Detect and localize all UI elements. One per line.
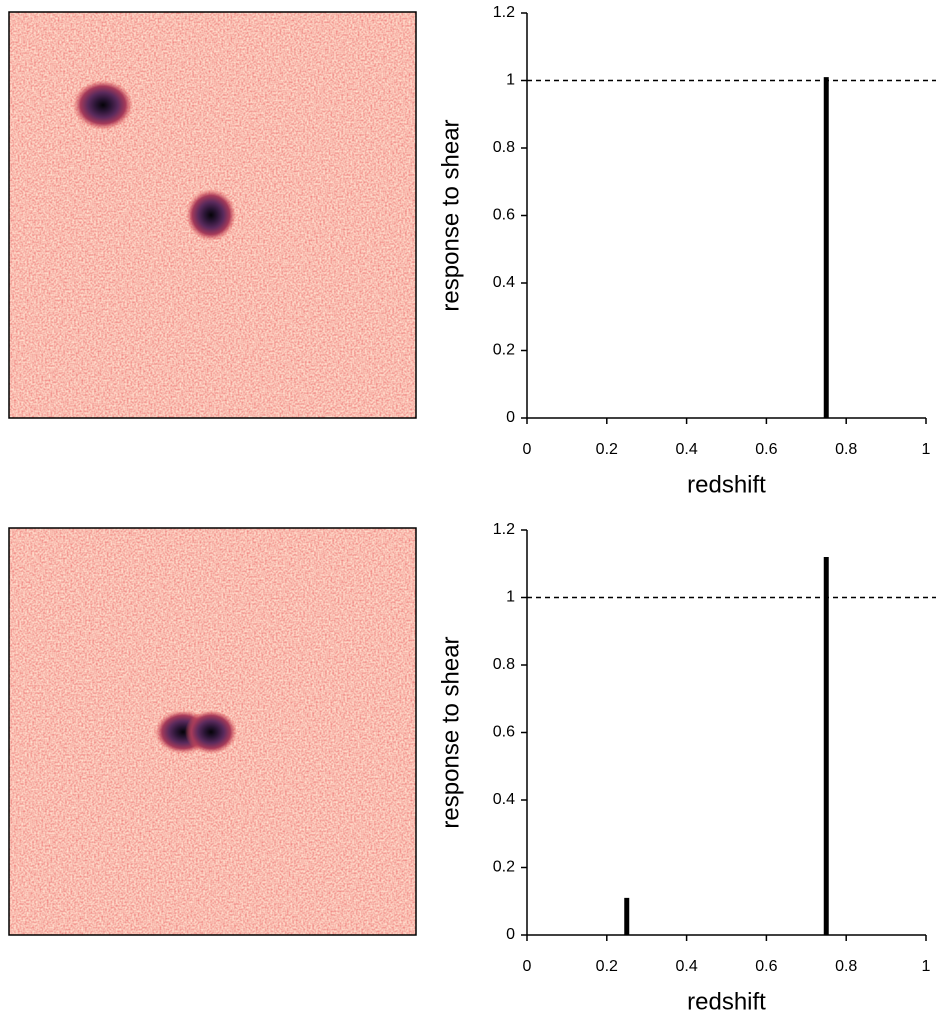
y-tick-label: 0 bbox=[506, 926, 515, 943]
y-tick-label: 1.2 bbox=[493, 521, 515, 538]
bar bbox=[823, 557, 829, 935]
image-frame bbox=[8, 11, 417, 419]
x-tick-label: 0 bbox=[523, 441, 532, 458]
y-tick-label: 0.8 bbox=[493, 139, 515, 156]
y-tick-label: 0.8 bbox=[493, 656, 515, 673]
x-tick-label: 0.6 bbox=[755, 441, 777, 458]
galaxy bbox=[73, 80, 133, 130]
y-tick-label: 0.6 bbox=[493, 207, 515, 224]
y-axis-title: response to shear bbox=[437, 119, 464, 311]
y-tick-label: 0.6 bbox=[493, 724, 515, 741]
image-panel-2 bbox=[8, 527, 417, 936]
x-tick-label: 0.4 bbox=[675, 958, 697, 975]
image-panel-1 bbox=[8, 11, 417, 419]
y-tick-label: 0.2 bbox=[493, 342, 515, 359]
x-tick-label: 1 bbox=[922, 441, 931, 458]
x-tick-label: 0.8 bbox=[835, 958, 857, 975]
galaxy bbox=[186, 189, 236, 241]
y-tick-label: 0.2 bbox=[493, 859, 515, 876]
x-tick-label: 0.8 bbox=[835, 441, 857, 458]
y-tick-label: 1 bbox=[506, 72, 515, 89]
x-axis-title: redshift bbox=[687, 988, 766, 1013]
x-tick-label: 1 bbox=[922, 958, 931, 975]
image-frame bbox=[8, 527, 417, 936]
x-tick-label: 0.6 bbox=[755, 958, 777, 975]
x-tick-label: 0.4 bbox=[675, 441, 697, 458]
y-tick-label: 1.2 bbox=[493, 4, 515, 21]
y-tick-label: 1 bbox=[506, 589, 515, 606]
y-tick-label: 0 bbox=[506, 409, 515, 426]
bar bbox=[823, 77, 829, 418]
x-tick-label: 0 bbox=[523, 958, 532, 975]
y-tick-label: 0.4 bbox=[493, 791, 515, 808]
y-axis-title: response to shear bbox=[437, 636, 464, 828]
bar bbox=[624, 897, 630, 935]
x-tick-label: 0.2 bbox=[596, 441, 618, 458]
galaxy bbox=[185, 710, 237, 754]
x-axis-title: redshift bbox=[687, 471, 766, 498]
x-tick-label: 0.2 bbox=[596, 958, 618, 975]
y-tick-label: 0.4 bbox=[493, 274, 515, 291]
